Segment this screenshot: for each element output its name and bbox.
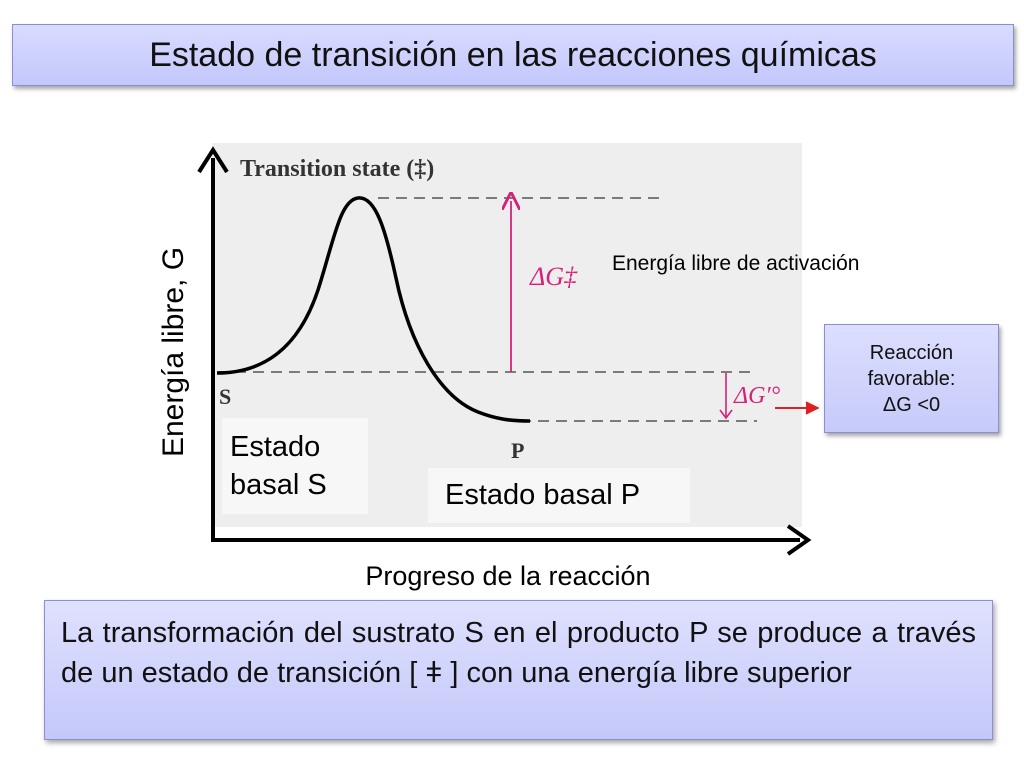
basal-state-p-label: Estado basal P <box>428 468 690 523</box>
x-axis-arrowhead <box>786 524 812 556</box>
delta-g-standard-label: ΔG′° <box>733 383 781 409</box>
favorable-line-1: Reacción <box>869 341 954 364</box>
y-axis-label: Energía libre, G <box>157 247 190 457</box>
basal-s-line-2: basal S <box>230 469 327 501</box>
description-text: La transformación del sustrato S en el p… <box>61 617 976 689</box>
favorable-line-2: favorable: <box>867 367 956 390</box>
product-marker: P <box>511 438 524 463</box>
slide-title: Estado de transición en las reacciones q… <box>149 35 877 74</box>
delta-g-standard-arrowhead <box>719 409 733 420</box>
favorable-pointer-arrowhead <box>805 401 820 415</box>
basal-s-line-1: Estado <box>230 431 321 463</box>
transition-state-label: Transition state (‡) <box>240 156 434 182</box>
x-axis-label: Progreso de la reacción <box>365 561 650 591</box>
basal-p-text: Estado basal P <box>445 479 641 511</box>
favorable-line-3: ΔG <0 <box>882 393 941 416</box>
delta-g-activation-label: ΔG‡ <box>529 262 578 291</box>
y-axis-arrowhead <box>197 146 229 174</box>
favorable-reaction-callout: Reacción favorable: ΔG <0 <box>824 324 999 433</box>
basal-state-s-label: Estado basal S <box>222 418 368 514</box>
description-box: La transformación del sustrato S en el p… <box>44 600 993 740</box>
activation-energy-annotation: Energía libre de activación <box>612 252 860 275</box>
reaction-curve <box>216 196 531 423</box>
substrate-marker: S <box>219 384 231 409</box>
slide-title-box: Estado de transición en las reacciones q… <box>12 24 1014 86</box>
